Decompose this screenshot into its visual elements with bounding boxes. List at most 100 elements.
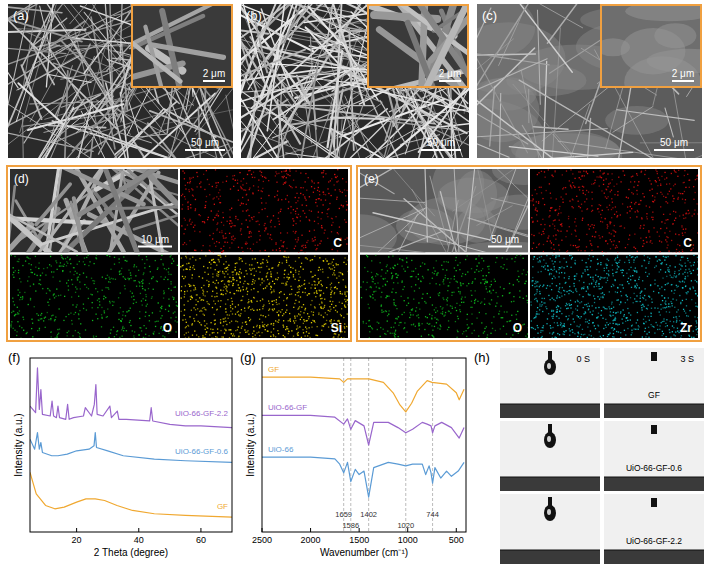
eds-dot: [281, 283, 282, 284]
eds-dot: [344, 219, 345, 220]
eds-dot: [42, 272, 43, 273]
eds-dot: [18, 261, 19, 262]
eds-dot: [227, 274, 228, 275]
eds-dot: [339, 226, 340, 227]
fiber: [294, 4, 345, 43]
eds-dot: [244, 310, 245, 311]
eds-dot: [49, 299, 50, 300]
eds-dot: [328, 181, 329, 182]
eds-dot: [139, 282, 140, 283]
eds-dot: [68, 280, 69, 281]
eds-dot: [155, 321, 156, 322]
eds-dot: [290, 186, 291, 187]
eds-dot: [67, 332, 68, 333]
eds-dot: [294, 248, 295, 249]
eds-dot: [247, 227, 248, 228]
eds-dot: [72, 284, 73, 285]
eds-dot: [289, 265, 290, 266]
eds-dot: [188, 332, 189, 333]
eds-dot: [105, 287, 106, 288]
eds-dot: [102, 276, 103, 277]
eds-dot: [17, 312, 18, 313]
eds-dot: [317, 205, 318, 206]
eds-dot: [345, 222, 346, 223]
eds-dot: [274, 308, 275, 309]
sem-image: [8, 4, 233, 158]
eds-dot: [215, 182, 216, 183]
eds-dot: [300, 187, 301, 188]
eds-dot: [264, 177, 265, 178]
eds-dot: [79, 333, 80, 334]
eds-dot: [189, 220, 190, 221]
eds-dot: [182, 194, 183, 195]
eds-dot: [225, 256, 226, 257]
eds-dot: [126, 260, 127, 261]
eds-dot: [121, 320, 122, 321]
eds-dot: [104, 312, 105, 313]
eds-dot: [38, 315, 39, 316]
eds-dot: [51, 331, 52, 332]
eds-dot: [324, 305, 325, 306]
eds-dot: [270, 234, 271, 235]
eds-dot: [312, 240, 313, 241]
eds-dot: [163, 293, 164, 294]
eds-dot: [77, 264, 78, 265]
eds-dot: [259, 326, 260, 327]
eds-dot: [200, 181, 201, 182]
eds-dot: [93, 337, 94, 338]
eds-dot: [168, 268, 169, 269]
eds-dot: [122, 318, 123, 319]
eds-dot: [264, 208, 265, 209]
eds-dot: [314, 188, 315, 189]
eds-dot: [173, 260, 174, 261]
eds-dot: [238, 200, 239, 201]
eds-dot: [188, 208, 189, 209]
fiber: [331, 129, 407, 158]
eds-dot: [238, 314, 239, 315]
eds-dot: [218, 192, 219, 193]
eds-dot: [330, 268, 331, 269]
eds-dot: [144, 263, 145, 264]
eds-dot: [225, 317, 226, 318]
eds-dot: [296, 328, 297, 329]
eds-dot: [67, 257, 68, 258]
eds-dot: [312, 238, 313, 239]
eds-dot: [297, 292, 298, 293]
eds-dot: [105, 278, 106, 279]
eds-dot: [347, 237, 348, 238]
eds-dot: [325, 173, 326, 174]
eds-dot: [109, 277, 110, 278]
eds-dot: [121, 336, 122, 337]
eds-dot: [342, 293, 343, 294]
eds-dot: [12, 298, 13, 299]
eds-dot: [132, 293, 133, 294]
eds-dot: [151, 296, 152, 297]
eds-dot: [287, 195, 288, 196]
eds-dot: [133, 303, 134, 304]
eds-dot: [240, 230, 241, 231]
eds-dot: [123, 311, 124, 312]
eds-dot: [38, 319, 39, 320]
eds-dot: [99, 304, 100, 305]
eds-dot: [346, 209, 347, 210]
eds-dot: [295, 170, 296, 171]
eds-dot: [277, 265, 278, 266]
eds-dot: [344, 293, 345, 294]
eds-dot: [256, 221, 257, 222]
eds-dot: [135, 275, 136, 276]
eds-dot: [242, 326, 243, 327]
eds-dot: [284, 182, 285, 183]
fiber: [50, 56, 95, 158]
eds-dot: [171, 290, 172, 291]
eds-dot: [130, 277, 131, 278]
eds-dot: [120, 307, 121, 308]
eds-dot: [66, 265, 67, 266]
eds-dot: [248, 215, 249, 216]
eds-dot: [283, 335, 284, 336]
eds-dot: [341, 205, 342, 206]
eds-dot: [318, 223, 319, 224]
eds-dot: [110, 282, 111, 283]
eds-dot: [65, 316, 66, 317]
eds-dot: [58, 295, 59, 296]
eds-dot: [220, 322, 221, 323]
